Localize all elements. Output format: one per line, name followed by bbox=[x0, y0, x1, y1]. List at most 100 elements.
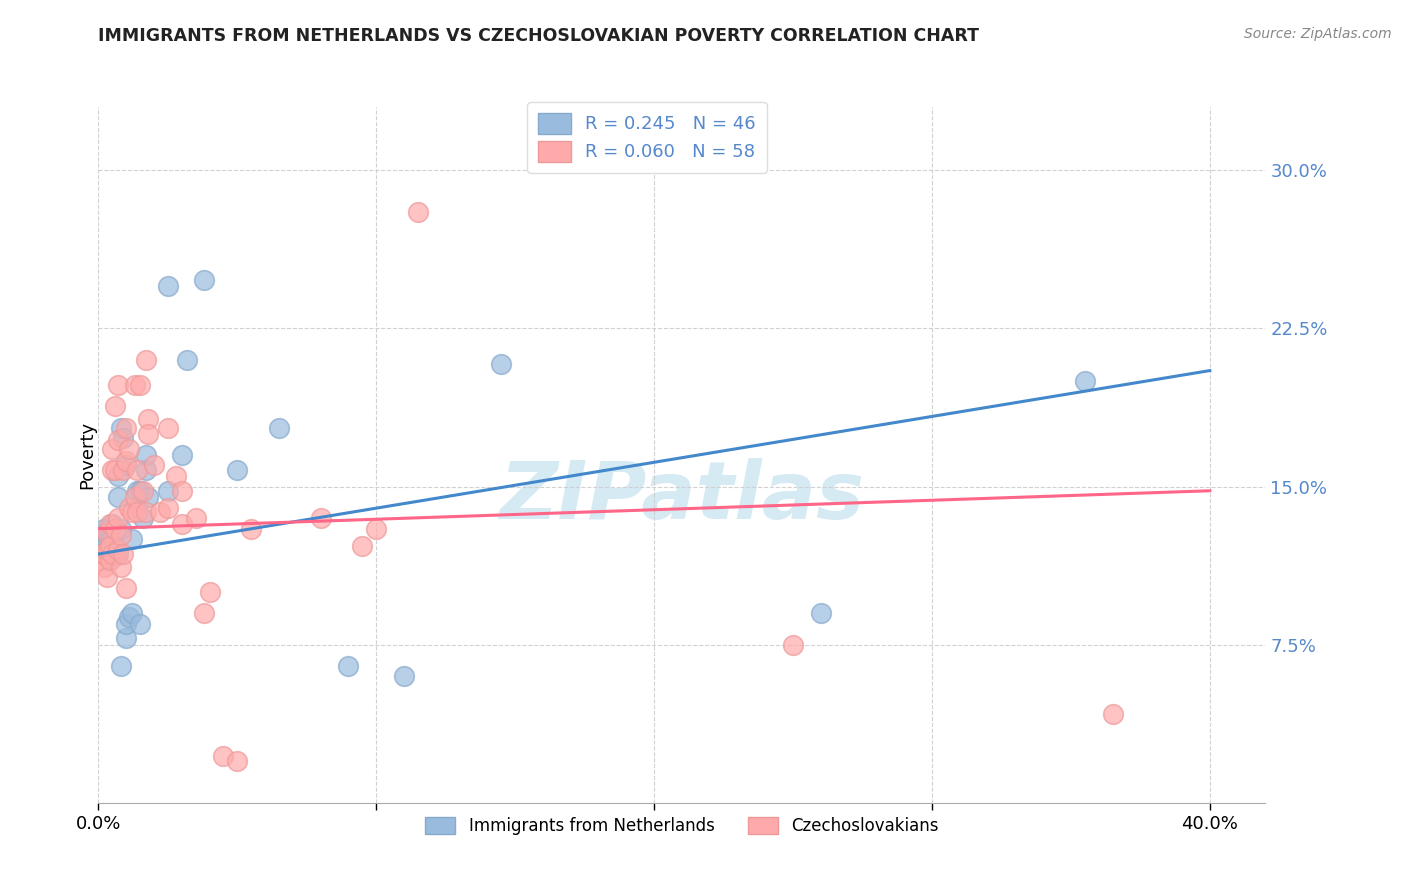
Point bbox=[112, 431, 135, 445]
Point bbox=[127, 500, 149, 515]
Point bbox=[96, 570, 118, 584]
Point bbox=[170, 483, 193, 498]
Point bbox=[93, 539, 115, 553]
Point bbox=[127, 483, 149, 498]
Point bbox=[127, 505, 149, 519]
Point bbox=[132, 483, 155, 498]
Point bbox=[129, 616, 152, 631]
Point bbox=[198, 585, 221, 599]
Point bbox=[135, 505, 157, 519]
Point bbox=[96, 542, 118, 557]
Point bbox=[98, 525, 121, 540]
Point bbox=[90, 553, 112, 567]
Text: Source: ZipAtlas.com: Source: ZipAtlas.com bbox=[1244, 27, 1392, 41]
Point bbox=[135, 353, 157, 368]
Point bbox=[101, 533, 124, 547]
Point bbox=[810, 606, 832, 620]
Text: ZIPatlas: ZIPatlas bbox=[499, 458, 865, 536]
Point bbox=[1074, 374, 1097, 388]
Point bbox=[90, 528, 112, 542]
Point bbox=[93, 547, 115, 561]
Point bbox=[115, 581, 138, 595]
Point bbox=[115, 454, 138, 468]
Y-axis label: Poverty: Poverty bbox=[79, 421, 96, 489]
Point bbox=[115, 632, 138, 646]
Point bbox=[226, 463, 249, 477]
Point bbox=[124, 490, 146, 504]
Point bbox=[170, 448, 193, 462]
Point bbox=[132, 511, 155, 525]
Point bbox=[107, 511, 129, 525]
Point bbox=[104, 522, 127, 536]
Point bbox=[115, 420, 138, 434]
Point bbox=[101, 547, 124, 561]
Point bbox=[193, 606, 215, 620]
Point bbox=[124, 378, 146, 392]
Point bbox=[107, 469, 129, 483]
Point bbox=[129, 483, 152, 498]
Point bbox=[101, 542, 124, 557]
Point bbox=[782, 638, 804, 652]
Point bbox=[93, 522, 115, 536]
Point bbox=[104, 539, 127, 553]
Point bbox=[156, 420, 179, 434]
Point bbox=[110, 559, 132, 574]
Point bbox=[121, 505, 143, 519]
Point bbox=[115, 616, 138, 631]
Point bbox=[104, 400, 127, 414]
Point bbox=[110, 522, 132, 536]
Point bbox=[138, 412, 160, 426]
Point bbox=[156, 483, 179, 498]
Point bbox=[98, 553, 121, 567]
Point bbox=[156, 279, 179, 293]
Point bbox=[138, 426, 160, 441]
Point bbox=[267, 420, 290, 434]
Point bbox=[104, 463, 127, 477]
Point bbox=[110, 528, 132, 542]
Point bbox=[129, 378, 152, 392]
Point bbox=[127, 463, 149, 477]
Point bbox=[96, 525, 118, 540]
Point bbox=[101, 517, 124, 532]
Point bbox=[135, 463, 157, 477]
Point bbox=[165, 469, 187, 483]
Point bbox=[1101, 707, 1123, 722]
Point bbox=[98, 539, 121, 553]
Point bbox=[138, 490, 160, 504]
Point bbox=[115, 458, 138, 473]
Point bbox=[176, 353, 198, 368]
Point bbox=[96, 547, 118, 561]
Point bbox=[240, 522, 263, 536]
Point bbox=[337, 658, 360, 673]
Point bbox=[226, 754, 249, 768]
Point bbox=[96, 536, 118, 550]
Point bbox=[143, 458, 166, 473]
Point bbox=[193, 273, 215, 287]
Point bbox=[90, 547, 112, 561]
Point bbox=[392, 669, 415, 683]
Point bbox=[406, 205, 429, 219]
Point bbox=[93, 559, 115, 574]
Text: IMMIGRANTS FROM NETHERLANDS VS CZECHOSLOVAKIAN POVERTY CORRELATION CHART: IMMIGRANTS FROM NETHERLANDS VS CZECHOSLO… bbox=[98, 27, 980, 45]
Point bbox=[98, 517, 121, 532]
Point bbox=[148, 505, 170, 519]
Point bbox=[98, 553, 121, 567]
Legend: Immigrants from Netherlands, Czechoslovakians: Immigrants from Netherlands, Czechoslova… bbox=[418, 808, 946, 843]
Point bbox=[184, 511, 207, 525]
Point bbox=[107, 542, 129, 557]
Point bbox=[366, 522, 388, 536]
Point bbox=[491, 357, 513, 371]
Point bbox=[118, 500, 141, 515]
Point bbox=[352, 539, 374, 553]
Point bbox=[309, 511, 332, 525]
Point bbox=[110, 420, 132, 434]
Point bbox=[170, 517, 193, 532]
Point bbox=[118, 610, 141, 624]
Point bbox=[135, 448, 157, 462]
Point bbox=[101, 463, 124, 477]
Point bbox=[110, 658, 132, 673]
Point bbox=[101, 442, 124, 456]
Point bbox=[212, 749, 235, 764]
Point bbox=[121, 606, 143, 620]
Point bbox=[107, 433, 129, 447]
